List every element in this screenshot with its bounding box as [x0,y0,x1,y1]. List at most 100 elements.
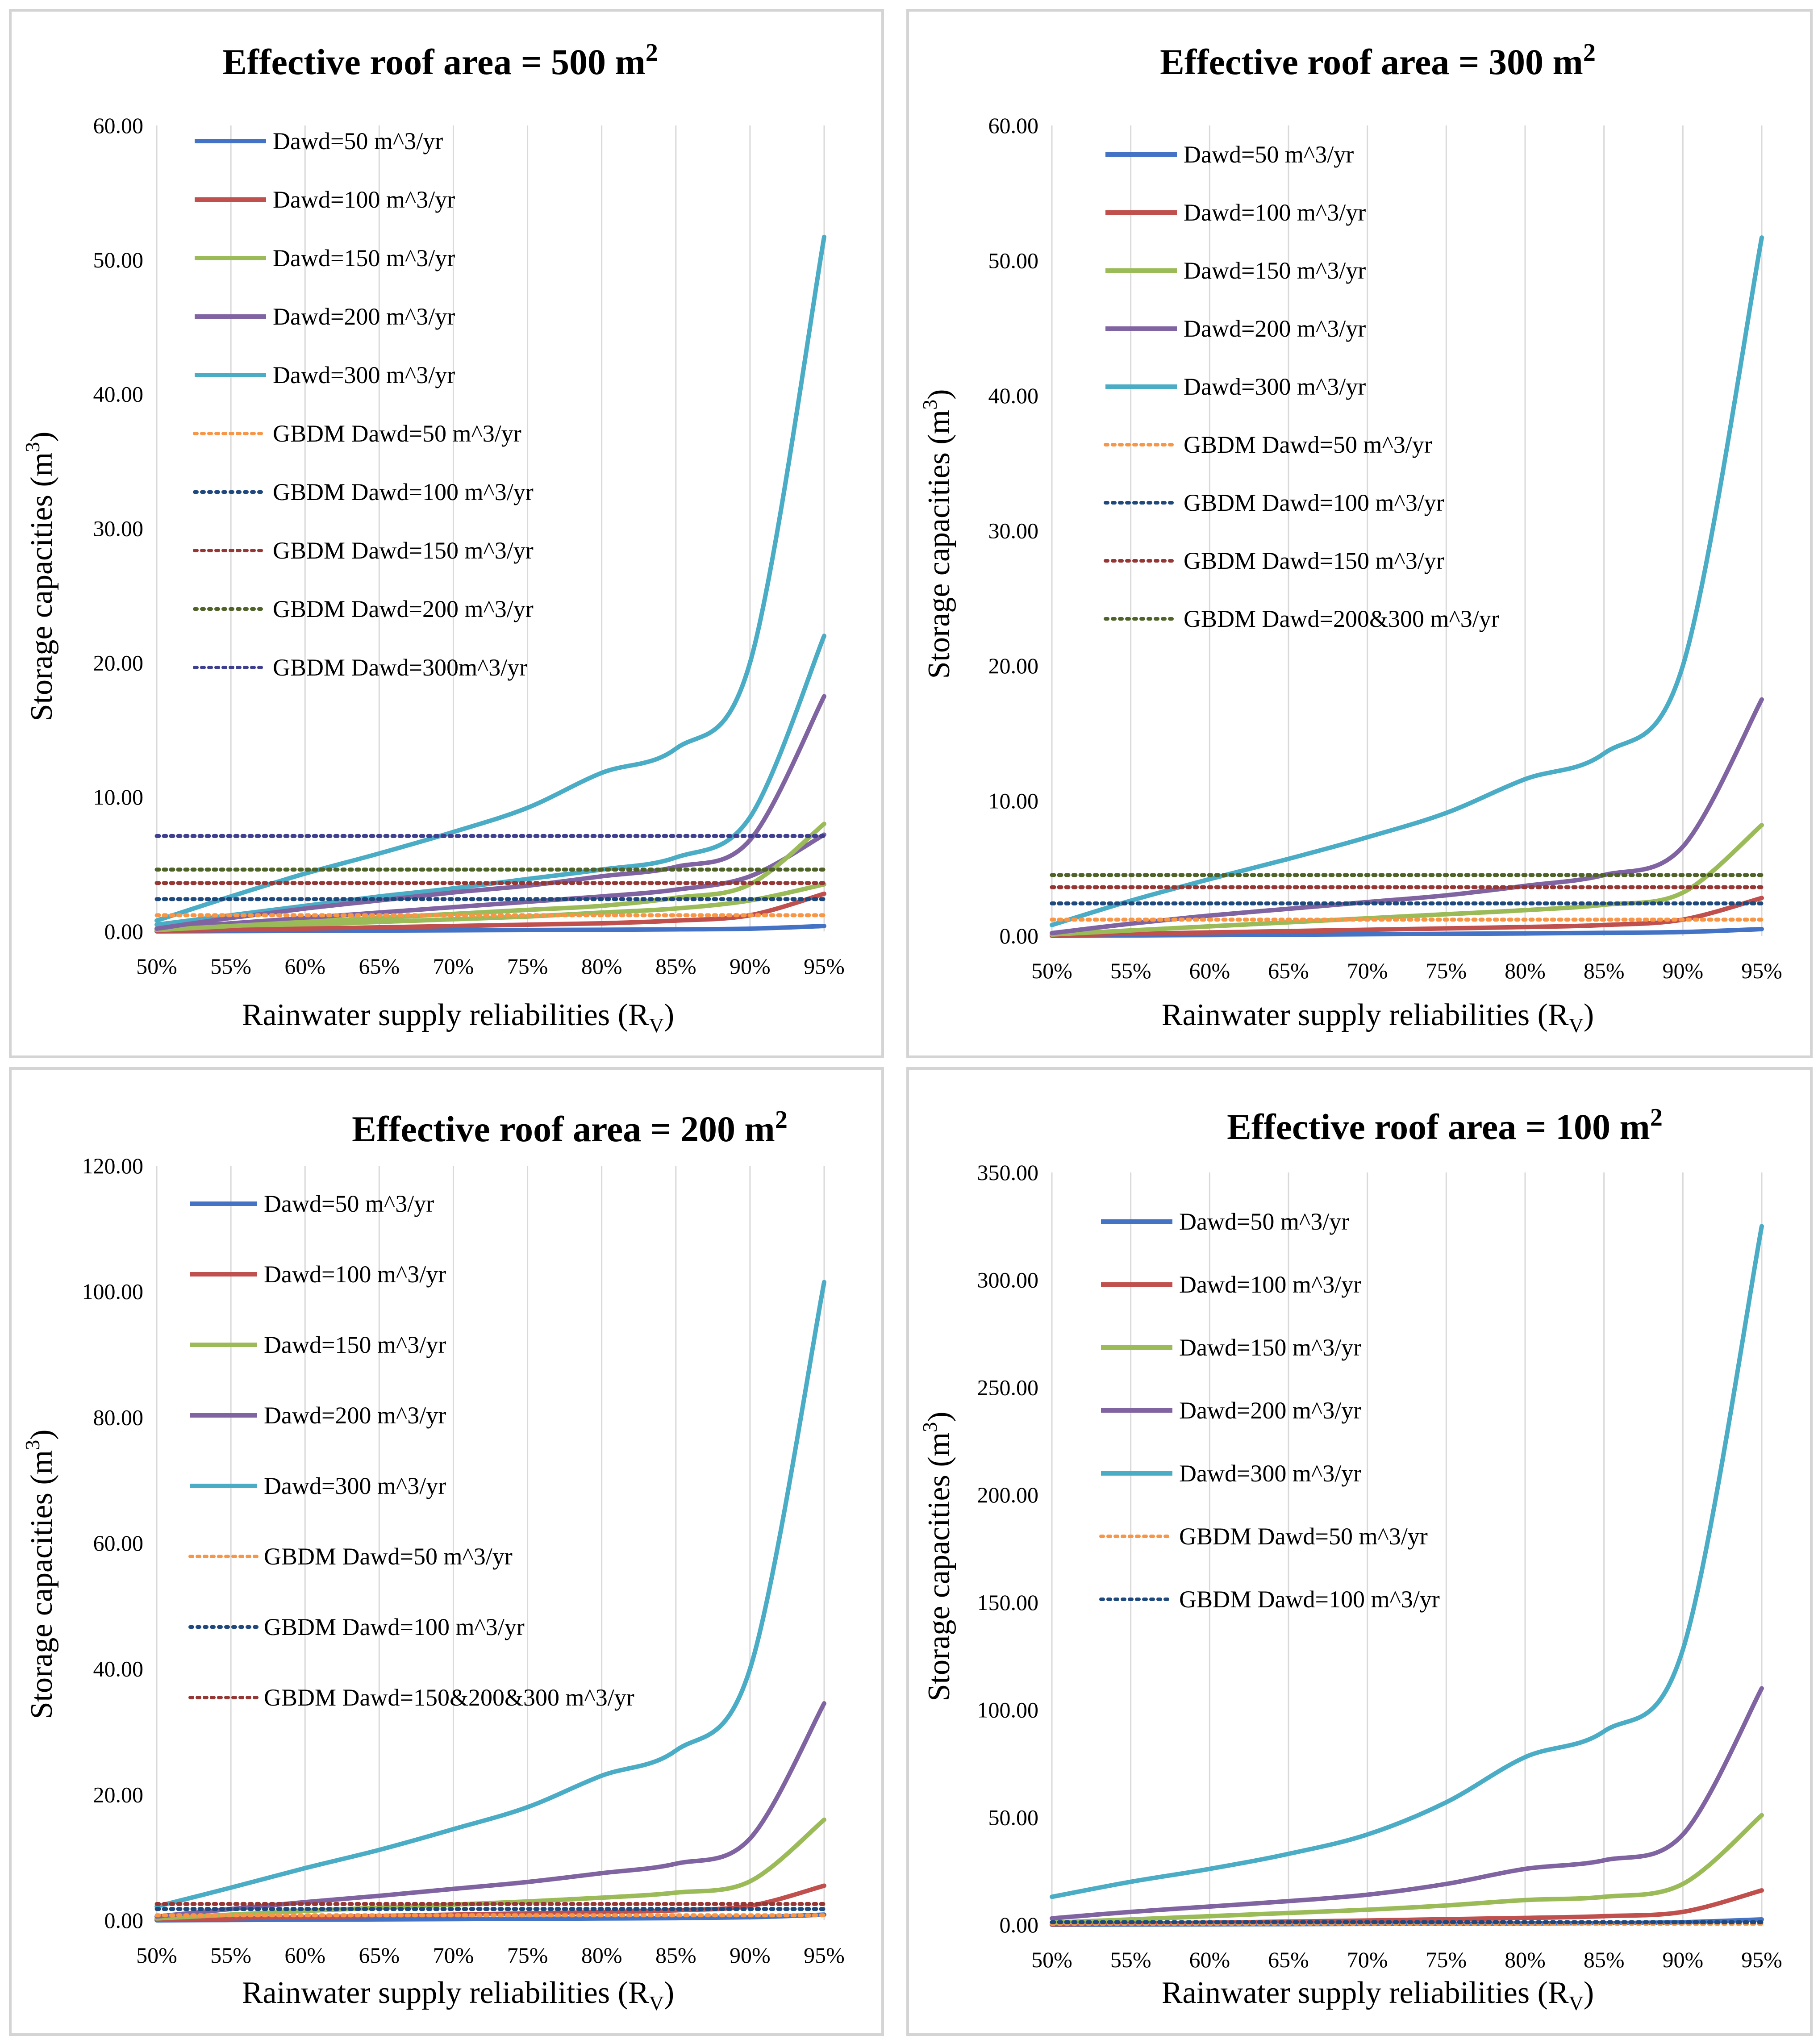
series-line [154,891,826,933]
chart-title: Effective roof area = 100 m2 [1227,1104,1663,1147]
chart-legend: Dawd=50 m^3/yr Dawd=100 m^3/yr Dawd=150 m^… [1099,1208,1440,1613]
x-tick-label: 95% [804,1943,845,1968]
legend-label: Dawd=300 m^3/yr [264,1473,446,1499]
legend-label: GBDM Dawd=100 m^3/yr [273,479,534,505]
y-tick-label: 150.00 [977,1590,1039,1615]
x-tick-label: 85% [655,1943,696,1968]
legend-label: GBDM Dawd=150 m^3/yr [1184,547,1444,574]
y-tick-label: 0.00 [1000,1912,1039,1937]
y-tick-labels: 0.00 10.00 20.00 30.00 40.00 50.00 60.00 [93,113,144,944]
series-lines [154,234,826,934]
legend-entry: Dawd=50 m^3/yr [190,1190,434,1217]
legend-label: Dawd=150 m^3/yr [273,245,455,271]
x-tick-label: 60% [284,954,325,979]
x-tick-label: 65% [359,954,400,979]
x-tick-labels: 50% 55% 60% 65% 70% 75% 80% 85% 90% 95% [136,1943,845,1968]
legend-label: Dawd=50 m^3/yr [1184,141,1354,168]
y-tick-label: 60.00 [93,1531,144,1556]
y-tick-label: 200.00 [977,1482,1039,1507]
series-lines [1050,1224,1764,1927]
x-tick-label: 80% [1505,958,1546,983]
x-tick-label: 75% [507,954,548,979]
legend-label: GBDM Dawd=150 m^3/yr [273,537,534,564]
legend-label: Dawd=100 m^3/yr [264,1261,446,1288]
y-tick-label: 40.00 [988,383,1039,408]
y-tick-label: 20.00 [93,650,144,675]
x-tick-label: 70% [433,1943,474,1968]
y-tick-labels: 0.00 10.00 20.00 30.00 40.00 50.00 60.00 [988,113,1039,948]
y-tick-label: 20.00 [93,1782,144,1807]
legend-entry: Dawd=200 m^3/yr [1101,1397,1361,1424]
x-axis-label: Rainwater supply reliabilities (RV) [242,1976,674,2015]
legend-entry: Dawd=300 m^3/yr [1101,1460,1361,1487]
legend-label: GBDM Dawd=50 m^3/yr [273,420,521,447]
y-axis-label: Storage capacities (m3) [21,1430,59,1719]
legend-label: Dawd=50 m^3/yr [1179,1208,1349,1235]
x-tick-label: 95% [804,954,845,979]
series-line [1050,1813,1764,1925]
y-tick-label: 30.00 [93,516,144,541]
series-line [154,234,826,923]
x-tick-label: 85% [1584,1947,1625,1972]
legend-label: Dawd=150 m^3/yr [1179,1334,1361,1361]
legend-entry: Dawd=200 m^3/yr [190,1402,446,1429]
y-tick-labels: 0.00 50.00 100.00 150.00 200.00 250.00 300.00 3… [977,1160,1039,1937]
legend-label: GBDM Dawd=50 m^3/yr [1179,1523,1428,1550]
x-tick-label: 65% [359,1943,400,1968]
y-tick-label: 120.00 [82,1153,144,1178]
legend-entry: GBDM Dawd=200&300 m^3/yr [1104,605,1499,632]
y-tick-label: 100.00 [82,1279,144,1304]
y-tick-label: 60.00 [988,113,1039,138]
legend-entry: Dawd=150 m^3/yr [1101,1334,1361,1361]
chart-title: Effective roof area = 200 m2 [352,1106,788,1149]
x-tick-label: 80% [1505,1947,1546,1972]
legend-entry: Dawd=300 m^3/yr [190,1473,446,1499]
x-tick-label: 65% [1268,958,1309,983]
legend-label: Dawd=200 m^3/yr [264,1402,446,1429]
legend-entry: Dawd=100 m^3/yr [195,186,455,213]
legend-entry: GBDM Dawd=150 m^3/yr [193,537,534,564]
chart-legend: Dawd=50 m^3/yr Dawd=100 m^3/yr Dawd=150 m^… [193,128,534,681]
y-tick-label: 300.00 [977,1268,1039,1293]
x-tick-label: 85% [1584,958,1625,983]
x-tick-label: 70% [433,954,474,979]
series-line [154,1701,826,1919]
chart-svg-500: Effective roof area = 500 m2 0.00 10.00 20… [21,39,845,1037]
legend-entry: Dawd=50 m^3/yr [1105,141,1354,168]
legend-label: GBDM Dawd=200 m^3/yr [273,596,534,622]
y-axis-label: Storage capacities (m3) [21,432,59,722]
x-tick-label: 55% [210,1943,251,1968]
x-tick-label: 60% [1189,958,1230,983]
legend-entry: Dawd=200 m^3/yr [1105,315,1366,342]
legend-entry: Dawd=150 m^3/yr [1105,257,1366,284]
legend-label: Dawd=100 m^3/yr [273,186,455,213]
legend-entry: GBDM Dawd=50 m^3/yr [188,1543,513,1570]
x-axis-label: Rainwater supply reliabilities (RV) [242,998,674,1037]
legend-label: GBDM Dawd=200&300 m^3/yr [1184,605,1499,632]
y-tick-label: 0.00 [104,919,144,944]
y-tick-label: 350.00 [977,1160,1039,1185]
legend-entry: GBDM Dawd=150 m^3/yr [1104,547,1444,574]
x-tick-labels: 50% 55% 60% 65% 70% 75% 80% 85% 90% 95% [136,954,845,979]
chart-panel-500: Effective roof area = 500 m2 0.00 10.00 20… [9,9,884,1058]
y-tick-label: 50.00 [988,1805,1039,1830]
legend-label: GBDM Dawd=100 m^3/yr [264,1614,525,1640]
y-tick-label: 60.00 [93,113,144,138]
legend-entry: Dawd=50 m^3/yr [195,128,443,154]
y-tick-label: 0.00 [104,1908,144,1933]
plot-grid [1051,1172,1763,1925]
x-tick-label: 55% [210,954,251,979]
legend-label: Dawd=50 m^3/yr [273,128,443,154]
legend-entry: GBDM Dawd=100 m^3/yr [1099,1586,1440,1613]
chart-legend: Dawd=50 m^3/yr Dawd=100 m^3/yr Dawd=150 m^… [188,1190,634,1711]
y-tick-label: 10.00 [988,788,1039,813]
x-tick-label: 90% [730,1943,771,1968]
x-tick-label: 95% [1741,1947,1782,1972]
legend-entry: Dawd=50 m^3/yr [1101,1208,1349,1235]
chart-svg-300: Effective roof area = 300 m2 0.00 10.00 20… [918,39,1782,1037]
x-tick-label: 50% [1031,1947,1072,1972]
legend-entry: GBDM Dawd=100 m^3/yr [188,1614,525,1640]
y-tick-label: 0.00 [1000,923,1039,948]
x-tick-label: 70% [1347,958,1388,983]
series-line [154,822,826,932]
